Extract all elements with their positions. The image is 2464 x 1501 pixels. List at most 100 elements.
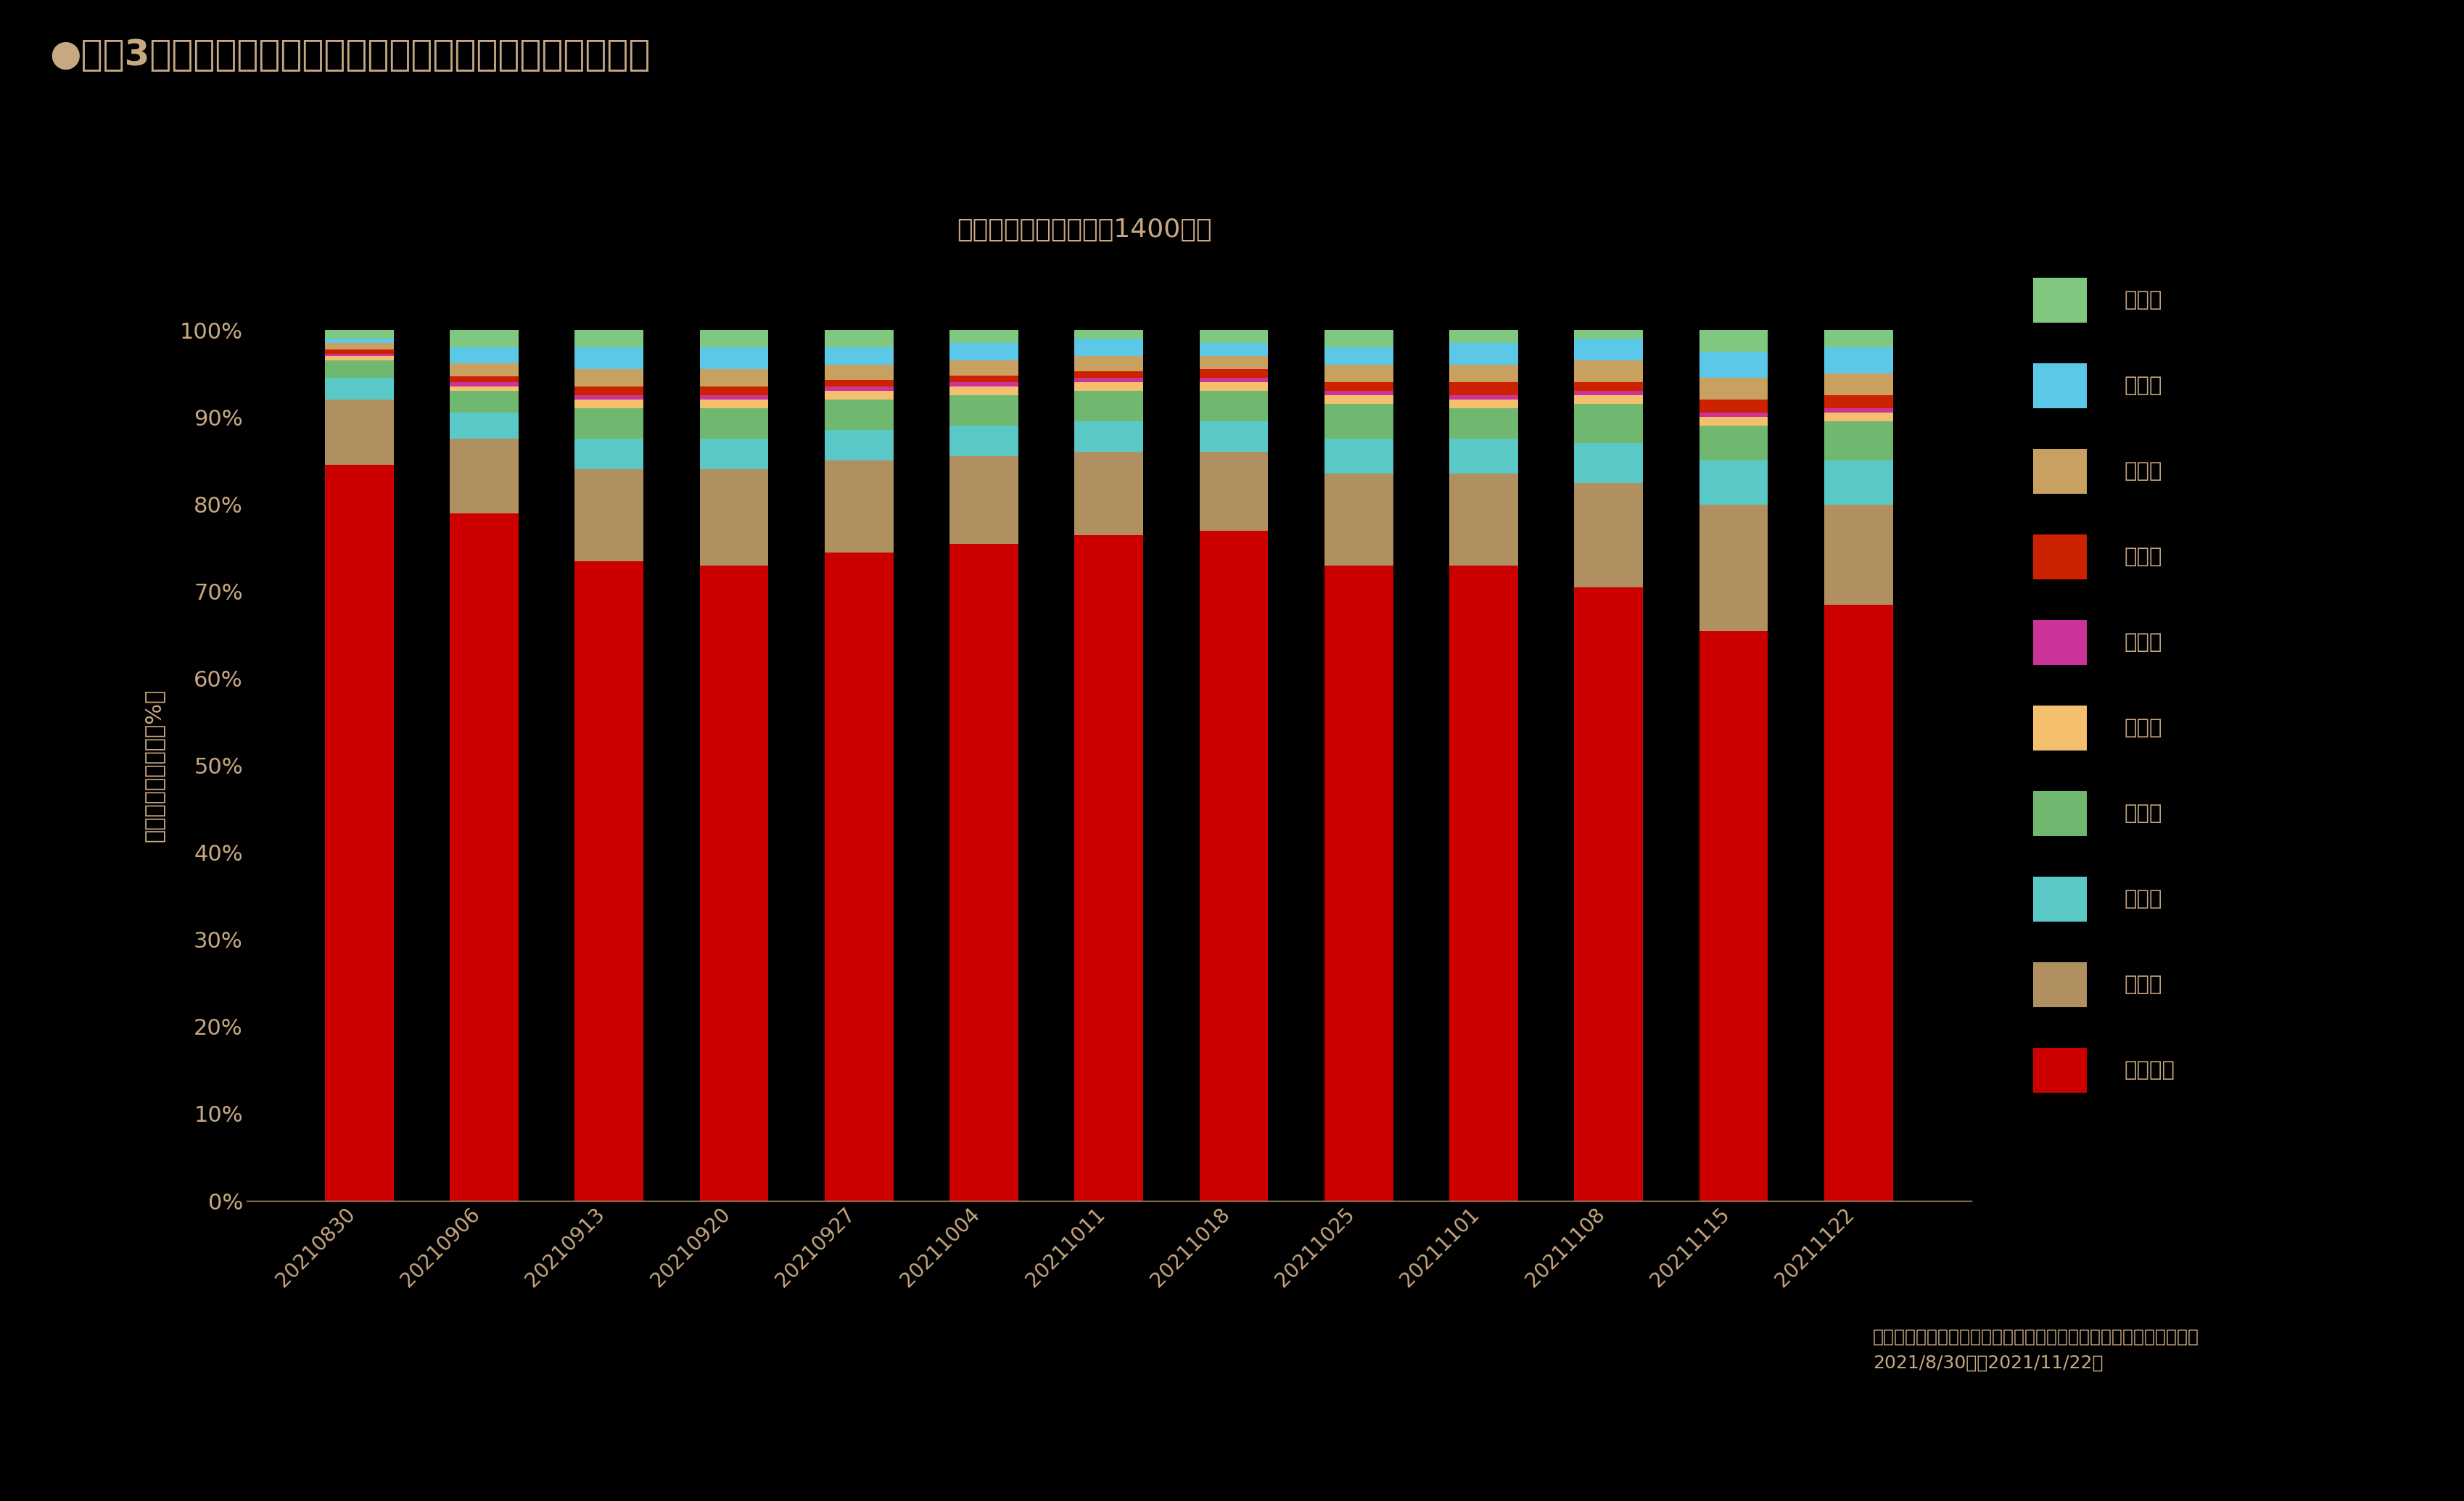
Bar bbox=[451, 363, 517, 377]
Bar bbox=[1323, 365, 1392, 383]
Bar bbox=[1323, 404, 1392, 438]
Text: 東京都: 東京都 bbox=[2124, 974, 2161, 995]
Text: 神奈川県: 神奈川県 bbox=[2124, 1060, 2176, 1081]
Bar bbox=[1074, 356, 1143, 371]
Text: 静岡県: 静岡県 bbox=[2124, 717, 2161, 738]
Bar bbox=[1574, 383, 1643, 392]
Bar bbox=[574, 470, 643, 561]
Bar bbox=[574, 399, 643, 408]
Bar bbox=[1574, 339, 1643, 360]
Bar bbox=[1574, 587, 1643, 1201]
Bar bbox=[1323, 474, 1392, 566]
Bar bbox=[451, 330, 517, 348]
Bar bbox=[1574, 395, 1643, 404]
Bar bbox=[574, 387, 643, 395]
Bar bbox=[1449, 395, 1518, 399]
Bar bbox=[700, 395, 769, 399]
Bar bbox=[1200, 344, 1269, 356]
Bar bbox=[949, 330, 1018, 344]
Bar bbox=[1823, 461, 1892, 504]
Bar bbox=[1574, 360, 1643, 383]
Bar bbox=[451, 348, 517, 363]
Bar bbox=[325, 360, 394, 378]
Bar bbox=[1200, 422, 1269, 452]
Bar bbox=[1700, 504, 1767, 630]
Bar bbox=[1574, 482, 1643, 587]
Bar bbox=[1323, 395, 1392, 404]
Bar bbox=[1700, 426, 1767, 461]
Bar bbox=[700, 399, 769, 408]
Bar bbox=[325, 330, 394, 339]
Bar bbox=[325, 339, 394, 344]
Bar bbox=[1074, 378, 1143, 383]
Bar bbox=[451, 513, 517, 1201]
Bar bbox=[574, 408, 643, 438]
Bar bbox=[1323, 348, 1392, 365]
Bar bbox=[949, 344, 1018, 360]
Bar bbox=[1823, 413, 1892, 422]
Bar bbox=[1200, 530, 1269, 1201]
Bar bbox=[825, 387, 894, 392]
Bar bbox=[574, 348, 643, 369]
Bar bbox=[1323, 383, 1392, 392]
Bar bbox=[700, 348, 769, 369]
Bar bbox=[1074, 452, 1143, 534]
Bar bbox=[1323, 438, 1392, 474]
Bar bbox=[1574, 330, 1643, 339]
Bar bbox=[1200, 452, 1269, 530]
Text: データ：モバイル空間統計・国内人口分布統計（リアルタイム版）
2021/8/30週～2021/11/22週: データ：モバイル空間統計・国内人口分布統計（リアルタイム版） 2021/8/30… bbox=[1873, 1328, 2198, 1372]
Bar bbox=[949, 383, 1018, 387]
Bar bbox=[1323, 566, 1392, 1201]
Bar bbox=[1323, 392, 1392, 395]
Bar bbox=[1200, 369, 1269, 378]
Bar bbox=[1823, 422, 1892, 461]
Text: 北海道: 北海道 bbox=[2124, 290, 2161, 311]
Bar bbox=[574, 369, 643, 387]
Y-axis label: 滞在者人口構成比（%）: 滞在者人口構成比（%） bbox=[143, 689, 165, 842]
Bar bbox=[1449, 566, 1518, 1201]
Bar bbox=[949, 387, 1018, 395]
Bar bbox=[1700, 399, 1767, 413]
Bar bbox=[1323, 330, 1392, 348]
Bar bbox=[451, 383, 517, 387]
Bar bbox=[325, 356, 394, 360]
Bar bbox=[1074, 422, 1143, 452]
Bar bbox=[1449, 365, 1518, 383]
Bar bbox=[1200, 330, 1269, 344]
Bar bbox=[1200, 383, 1269, 392]
Bar bbox=[1823, 374, 1892, 395]
Bar bbox=[451, 377, 517, 383]
Text: ●直近3ヶ月の休日　鶴岡八幡宮周辺人口居住地構成比推移: ●直近3ヶ月の休日 鶴岡八幡宮周辺人口居住地構成比推移 bbox=[49, 38, 650, 72]
Bar bbox=[949, 360, 1018, 375]
Bar bbox=[1074, 392, 1143, 422]
Bar bbox=[1200, 378, 1269, 383]
Bar bbox=[1449, 330, 1518, 344]
Text: 千葉県: 千葉県 bbox=[2124, 803, 2161, 824]
Bar bbox=[451, 438, 517, 513]
Bar bbox=[1074, 383, 1143, 392]
Bar bbox=[825, 365, 894, 380]
Bar bbox=[825, 330, 894, 348]
Bar bbox=[1074, 371, 1143, 378]
Bar bbox=[325, 354, 394, 356]
Bar bbox=[700, 438, 769, 470]
Bar bbox=[1449, 438, 1518, 474]
Bar bbox=[1700, 378, 1767, 399]
Bar bbox=[325, 344, 394, 350]
Bar bbox=[451, 387, 517, 392]
Bar bbox=[825, 552, 894, 1201]
Bar bbox=[700, 408, 769, 438]
Bar bbox=[1574, 404, 1643, 443]
Bar bbox=[700, 470, 769, 566]
Bar bbox=[1200, 392, 1269, 422]
Text: 大阪府: 大阪府 bbox=[2124, 375, 2161, 396]
Bar bbox=[700, 369, 769, 387]
Bar bbox=[1823, 605, 1892, 1201]
Bar bbox=[1449, 399, 1518, 408]
Bar bbox=[825, 380, 894, 387]
Text: 鶴岡八幡宮　　休日・1400時台: 鶴岡八幡宮 休日・1400時台 bbox=[956, 218, 1212, 242]
Bar bbox=[325, 465, 394, 1201]
Bar bbox=[325, 378, 394, 399]
Bar bbox=[949, 375, 1018, 383]
Bar bbox=[825, 348, 894, 365]
